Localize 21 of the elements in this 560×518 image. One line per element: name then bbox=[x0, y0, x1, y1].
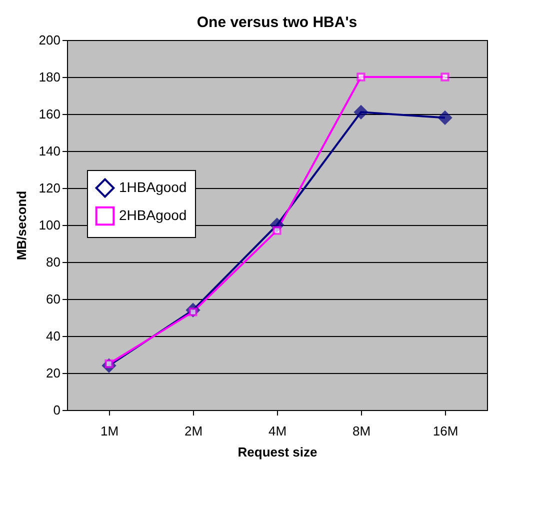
y-tick-label: 80 bbox=[46, 254, 60, 270]
x-axis-title: Request size bbox=[238, 444, 318, 460]
y-tick-label: 120 bbox=[38, 180, 60, 196]
y-tick-label: 140 bbox=[38, 144, 60, 158]
legend-label: 1HBAgood bbox=[119, 179, 187, 195]
y-tick-label: 180 bbox=[38, 70, 60, 84]
x-tick-label: 4M bbox=[268, 424, 287, 438]
x-tick-label: 8M bbox=[352, 424, 371, 438]
y-tick-label: 160 bbox=[38, 106, 60, 122]
chart-title: One versus two HBA's bbox=[196, 14, 358, 31]
y-tick-label: 20 bbox=[46, 366, 60, 380]
y-tick-label: 100 bbox=[38, 218, 60, 232]
y-tick-label: 60 bbox=[46, 292, 60, 306]
y-tick-label: 0 bbox=[53, 402, 60, 418]
x-tick-label: 16M bbox=[432, 424, 458, 438]
y-tick-label: 200 bbox=[38, 32, 60, 48]
x-tick-label: 1M bbox=[100, 424, 119, 438]
legend-label: 2HBAgood bbox=[119, 207, 187, 223]
x-tick-label: 2M bbox=[184, 424, 203, 438]
y-tick-label: 40 bbox=[46, 328, 60, 344]
y-axis-title: MB/second bbox=[14, 190, 29, 260]
